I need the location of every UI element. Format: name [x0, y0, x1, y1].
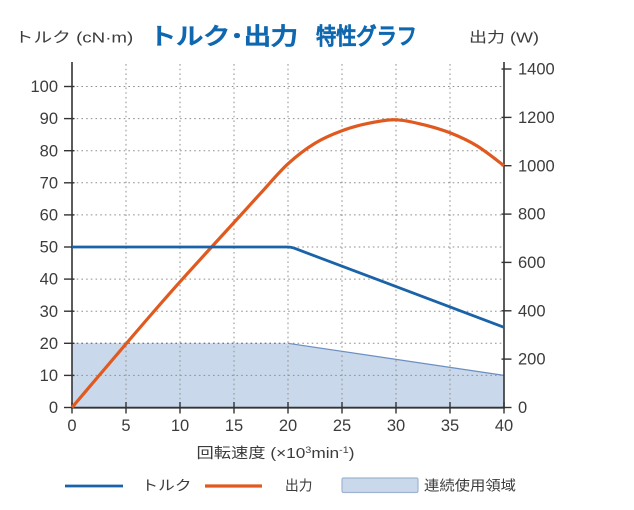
svg-text:1200: 1200: [518, 109, 555, 127]
svg-text:トルク (cN·m): トルク (cN·m): [15, 30, 134, 47]
svg-text:90: 90: [40, 110, 58, 128]
svg-text:70: 70: [40, 174, 58, 192]
svg-text:50: 50: [40, 239, 58, 257]
svg-text:出力 (W): 出力 (W): [469, 30, 539, 47]
svg-text:15: 15: [225, 417, 243, 435]
svg-text:特性グラフ: 特性グラフ: [316, 23, 417, 49]
svg-text:トルク: トルク: [142, 478, 192, 494]
svg-text:20: 20: [40, 335, 58, 353]
svg-text:40: 40: [495, 417, 513, 435]
svg-text:1000: 1000: [518, 157, 555, 175]
svg-text:10: 10: [171, 417, 189, 435]
svg-text:0: 0: [49, 399, 58, 417]
svg-text:1400: 1400: [518, 61, 555, 79]
svg-text:35: 35: [441, 417, 459, 435]
svg-text:30: 30: [40, 303, 58, 321]
svg-text:200: 200: [518, 351, 546, 369]
svg-text:20: 20: [279, 417, 297, 435]
svg-text:25: 25: [333, 417, 351, 435]
svg-text:80: 80: [40, 142, 58, 160]
svg-text:100: 100: [30, 78, 58, 96]
svg-text:40: 40: [40, 271, 58, 289]
svg-text:連続使用領域: 連続使用領域: [424, 478, 516, 494]
svg-text:30: 30: [387, 417, 405, 435]
svg-text:60: 60: [40, 207, 58, 225]
svg-text:0: 0: [67, 417, 76, 435]
svg-text:600: 600: [518, 254, 546, 272]
svg-text:800: 800: [518, 206, 546, 224]
svg-text:5: 5: [121, 417, 130, 435]
svg-text:400: 400: [518, 302, 546, 320]
svg-text:10: 10: [40, 367, 58, 385]
svg-text:トルク･出力: トルク･出力: [149, 23, 298, 49]
svg-text:0: 0: [518, 399, 527, 417]
svg-text:出力: 出力: [285, 478, 313, 494]
